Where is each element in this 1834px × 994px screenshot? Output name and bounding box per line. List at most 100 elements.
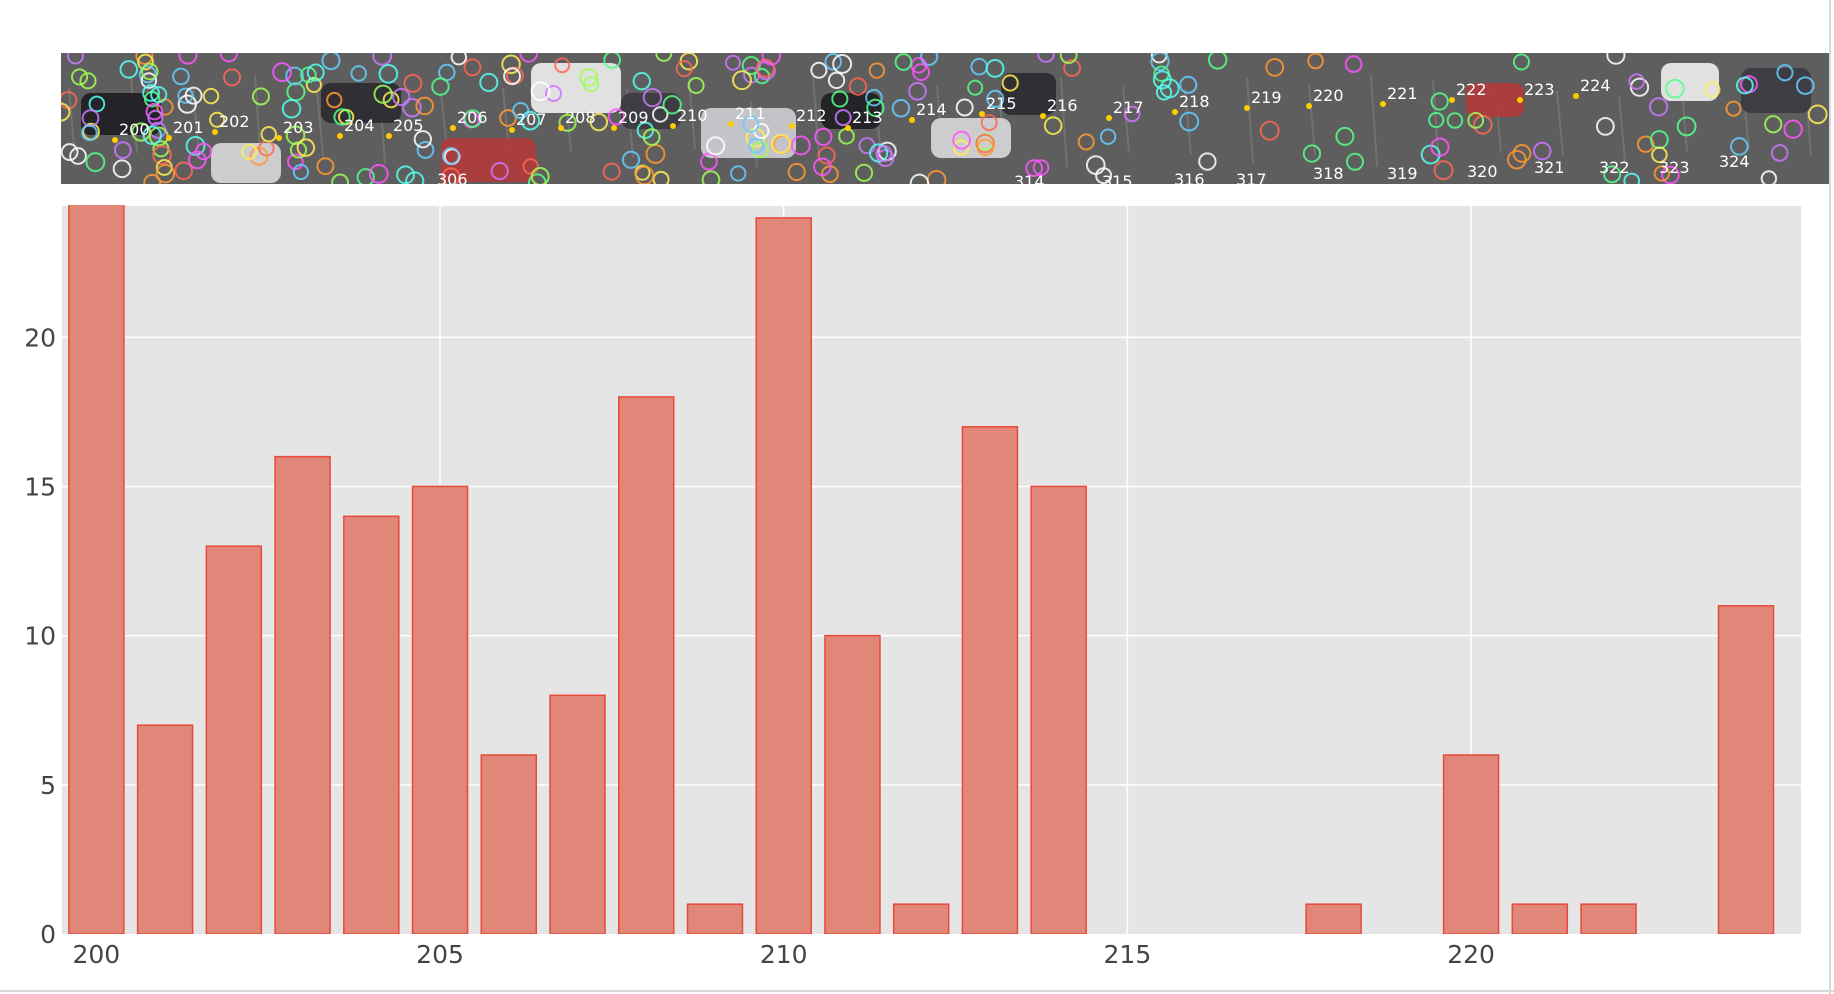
x-tick-label: 215: [1104, 940, 1152, 969]
spot-label: 216: [1047, 96, 1078, 115]
parking-line: [316, 90, 324, 157]
keypoint-ring: [1123, 105, 1141, 123]
keypoint-ring: [272, 62, 293, 83]
keypoint-ring: [520, 110, 541, 131]
keypoint-ring: [1063, 59, 1082, 77]
keypoint-ring: [112, 159, 132, 179]
keypoint-ring: [350, 65, 368, 82]
keypoint-ring: [147, 109, 164, 126]
y-tick-label: 15: [24, 472, 56, 501]
keypoint-ring: [479, 72, 499, 93]
parking-line: [1370, 75, 1378, 167]
keypoint-ring: [1760, 170, 1778, 184]
keypoint-ring: [67, 53, 84, 65]
keypoint-ring: [1430, 137, 1450, 157]
keypoint-ring: [326, 91, 343, 109]
car: [1741, 68, 1811, 113]
keypoint-ring: [1059, 53, 1078, 64]
keypoint-ring: [209, 111, 226, 128]
keypoint-ring: [113, 141, 132, 160]
spot-marker: [1380, 101, 1386, 107]
keypoint-ring: [530, 167, 550, 184]
keypoint-ring: [790, 135, 811, 156]
car: [441, 138, 536, 182]
keypoint-ring: [909, 173, 930, 184]
y-tick-label: 5: [40, 771, 56, 800]
keypoint-ring: [512, 102, 530, 120]
keypoint-ring: [88, 95, 106, 113]
bar-208: [618, 396, 675, 934]
keypoint-ring: [545, 84, 563, 102]
spot-marker: [845, 125, 851, 131]
car: [1001, 73, 1056, 115]
keypoint-ring: [131, 122, 151, 142]
keypoint-ring: [1764, 115, 1783, 134]
keypoint-ring: [415, 96, 434, 116]
keypoint-ring: [177, 87, 194, 104]
bar-206: [480, 754, 538, 934]
y-tick-label: 10: [24, 622, 56, 651]
keypoint-ring: [771, 133, 791, 154]
keypoint-ring: [61, 143, 79, 161]
keypoint-ring: [894, 53, 913, 71]
car: [211, 143, 281, 183]
spot-marker: [1573, 93, 1579, 99]
keypoint-ring: [1730, 137, 1749, 156]
bar-series: [68, 205, 1775, 934]
aerial-parking-image: 200 201 202 203 204 205 206 207 208 209 210 211 212 2…: [61, 53, 1829, 184]
x-tick-label: 210: [760, 940, 808, 969]
keypoint-ring: [814, 127, 833, 146]
keypoint-ring: [752, 141, 770, 159]
keypoint-ring: [85, 152, 106, 173]
keypoint-ring: [1345, 152, 1364, 171]
keypoint-ring: [61, 102, 71, 122]
keypoint-ring: [634, 165, 655, 184]
keypoint-ring: [431, 77, 450, 96]
keypoint-ring: [1595, 116, 1615, 136]
keypoint-ring: [292, 163, 310, 181]
keypoint-ring: [392, 87, 411, 107]
keypoint-ring: [137, 53, 154, 71]
bar-209: [686, 903, 744, 934]
keypoint-ring: [621, 150, 641, 169]
keypoint-ring: [1344, 55, 1363, 73]
keypoint-ring: [260, 126, 277, 143]
keypoint-ring: [1198, 152, 1217, 171]
spot-marker: [611, 125, 617, 131]
keypoint-ring: [868, 62, 886, 79]
keypoint-ring: [281, 98, 302, 119]
keypoint-ring: [986, 89, 1005, 108]
keypoint-ring: [187, 150, 207, 170]
keypoint-ring: [699, 152, 718, 171]
spot-marker: [1306, 103, 1312, 109]
spot-marker: [909, 117, 915, 123]
keypoint-ring: [172, 67, 190, 86]
x-tick-label: 205: [416, 940, 464, 969]
keypoint-ring: [1043, 116, 1063, 136]
keypoint-ring: [642, 87, 663, 108]
keypoint-ring: [579, 68, 598, 87]
keypoint-ring: [1428, 111, 1445, 129]
spot-label: 203: [283, 118, 314, 137]
spot-label: 222: [1456, 80, 1487, 99]
keypoint-ring: [241, 143, 258, 160]
spot-marker: [1106, 115, 1112, 121]
keypoint-ring: [1776, 64, 1794, 82]
keypoint-ring: [1807, 104, 1828, 125]
spot-label: 323: [1659, 158, 1690, 177]
aerial-parking-strip: 200 201 202 203 204 205 206 207 208 209 210 211 212 2…: [61, 53, 1829, 184]
spot-marker: [728, 121, 734, 127]
spot-label: 306: [437, 170, 468, 184]
keypoint-ring: [975, 133, 995, 154]
keypoint-ring: [1603, 165, 1622, 184]
keypoint-ring: [142, 125, 162, 145]
spot-label: 318: [1313, 164, 1344, 183]
keypoint-ring: [140, 72, 158, 89]
spot-label: 211: [735, 104, 766, 123]
keypoint-ring: [832, 54, 853, 74]
bar-213: [961, 426, 1019, 934]
keypoint-ring: [305, 76, 322, 94]
keypoint-ring: [1623, 172, 1641, 184]
keypoint-ring: [81, 124, 98, 142]
